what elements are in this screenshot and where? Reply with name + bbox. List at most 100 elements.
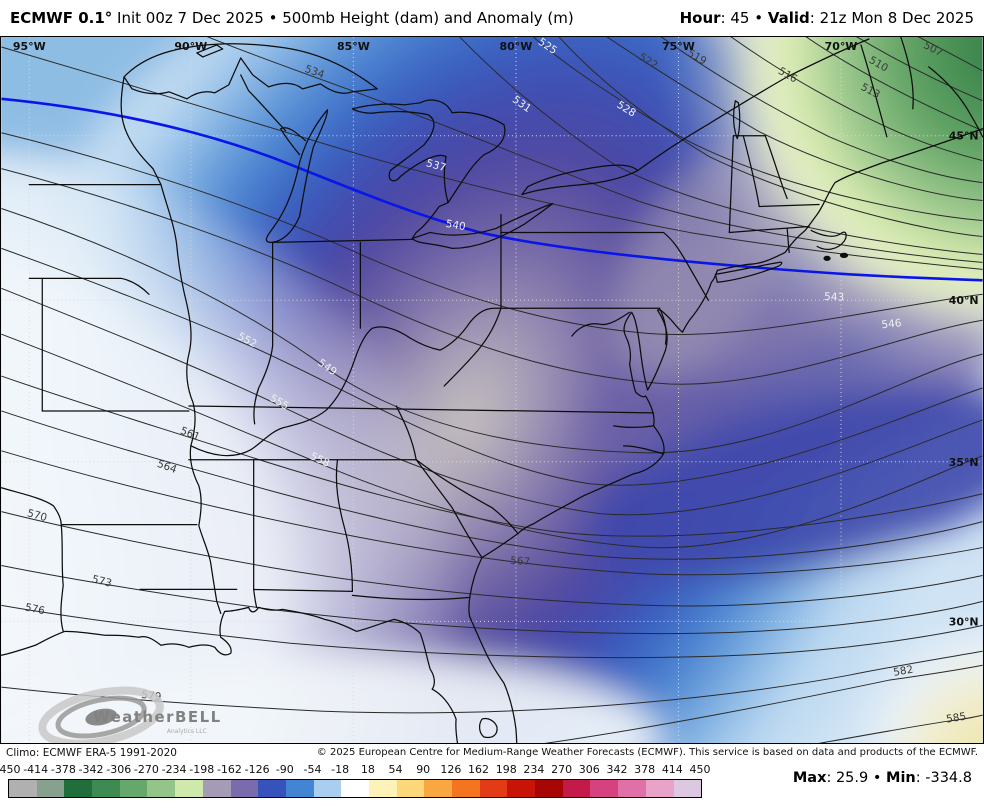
- weather-map: 507 510 513 516 519 522 525 528 531 534 537 540 543 5…: [0, 36, 984, 744]
- colorbar-cell: [368, 780, 397, 797]
- colorbar-cell: [202, 780, 231, 797]
- max-min-readout: Max: 25.9 • Min: -334.8: [793, 770, 972, 786]
- logo-subtext: Analytics LLC: [167, 728, 207, 735]
- height-contour: [1, 410, 983, 560]
- contour-label: 585: [945, 711, 967, 726]
- height-contour: [544, 664, 983, 743]
- height-contour: [1, 604, 983, 659]
- colorbar-tick-label: -378: [50, 763, 76, 776]
- climo-note: Climo: ECMWF ERA-5 1991-2020: [6, 747, 177, 759]
- height-contour: [856, 37, 983, 102]
- latitude-label: 45°N: [949, 130, 979, 143]
- colorbar-cell: [119, 780, 148, 797]
- longitude-label: 70°W: [825, 40, 858, 53]
- height-contour: [1, 247, 983, 486]
- colorbar-tick-label: -162: [216, 763, 242, 776]
- colorbar-tick-label: 162: [468, 763, 490, 776]
- height-contour: [818, 714, 983, 743]
- colorbar-cell: [507, 780, 536, 797]
- colorbar-tick-label: 54: [388, 763, 403, 776]
- colorbar-cell: [673, 780, 702, 797]
- colorbar-tick-label: -450: [0, 763, 21, 776]
- height-contour: [206, 37, 983, 263]
- colorbar-cell: [285, 780, 314, 797]
- map-title: ECMWF 0.1° Init 00z 7 Dec 2025 • 500mb H…: [10, 9, 574, 27]
- height-contour: [1, 168, 983, 385]
- colorbar-tick-label: 306: [578, 763, 600, 776]
- max-label: Max: [792, 770, 827, 786]
- anomaly-shading-layer: [1, 37, 983, 743]
- colorbar-cell: [452, 780, 480, 797]
- colorbar-cell: [562, 780, 591, 797]
- colorbar-cell: [341, 780, 369, 797]
- valid-value: : 21z Mon 8 Dec 2025: [809, 9, 974, 27]
- model-name: ECMWF 0.1°: [10, 9, 113, 27]
- colorbar-tick-label: 450: [689, 763, 711, 776]
- colorbar-tick-label: -90: [275, 763, 294, 776]
- contour-label: 540: [445, 218, 467, 233]
- longitude-label: 90°W: [174, 40, 207, 53]
- height-contour: [1, 450, 983, 576]
- colorbar-tick-label: 414: [661, 763, 683, 776]
- colorbar-cell: [535, 780, 563, 797]
- footer-text-row: Climo: ECMWF ERA-5 1991-2020 © 2025 Euro…: [0, 745, 984, 763]
- colorbar-tick-label: -198: [189, 763, 215, 776]
- colorbar-tick-label: 234: [523, 763, 545, 776]
- hour-value: : 45 •: [720, 9, 768, 27]
- copyright-note: © 2025 European Centre for Medium-Range …: [316, 747, 978, 758]
- height-contour: [805, 37, 983, 132]
- colorbar-tick-label: -54: [303, 763, 322, 776]
- height-contour: [1, 287, 983, 516]
- colorbar-tick-label: 378: [634, 763, 656, 776]
- colorbar-tick-label: -234: [161, 763, 187, 776]
- valid-label: Valid: [767, 9, 810, 27]
- hour-label: Hour: [679, 9, 721, 27]
- latitude-label: 30°N: [949, 615, 979, 628]
- height-contour: [532, 37, 983, 221]
- colorbar-cell: [424, 780, 452, 797]
- geography-layer: [1, 37, 983, 743]
- colorbar-cell: [479, 780, 508, 797]
- longitude-label: 95°W: [13, 40, 46, 53]
- logo-text: WeatherBELL: [93, 708, 222, 726]
- colorbar-cell: [313, 780, 342, 797]
- contour-label: 537: [425, 157, 448, 174]
- colorbar-tick-label: 90: [416, 763, 431, 776]
- height-contour: [1, 132, 983, 335]
- colorbar-cell: [258, 780, 286, 797]
- colorbar-cell: [36, 780, 65, 797]
- colorbar-tick-label: -18: [331, 763, 350, 776]
- height-contour: [1, 650, 983, 714]
- longitude-label: 80°W: [500, 40, 533, 53]
- colorbar-tick-label: 126: [440, 763, 462, 776]
- colorbar-tick-label: -342: [78, 763, 104, 776]
- valid-time: Hour: 45 • Valid: 21z Mon 8 Dec 2025: [680, 9, 974, 27]
- colorbar-tick-label: 270: [551, 763, 573, 776]
- min-label: Min: [886, 770, 916, 786]
- height-contour: [1, 46, 983, 270]
- latitude-label: 40°N: [949, 294, 979, 307]
- longitude-label: 75°W: [662, 40, 695, 53]
- colorbar-tick-label: -306: [106, 763, 132, 776]
- contour-label: 573: [91, 573, 113, 589]
- height-contour: [459, 37, 983, 255]
- colorbar-cell: [645, 780, 674, 797]
- contour-label: 546: [881, 317, 902, 331]
- colorbar-tick-label: -126: [244, 763, 270, 776]
- contour-label: 567: [510, 555, 531, 568]
- height-contour: [606, 37, 983, 202]
- colorbar-cell: [618, 780, 646, 797]
- graticule-layer: [1, 37, 983, 743]
- colorbar: -450-414-378-342-306-270-234-198-162-126…: [0, 762, 984, 802]
- height-contour: [917, 37, 983, 72]
- height-contour: [1, 511, 983, 607]
- colorbar-gradient: [8, 779, 702, 798]
- height-contour: [1, 375, 983, 537]
- colorbar-cell: [92, 780, 120, 797]
- colorbar-cell: [590, 780, 619, 797]
- colorbar-tick-label: 198: [495, 763, 517, 776]
- max-value: : 25.9 •: [826, 770, 887, 786]
- contour-label: 570: [26, 507, 48, 524]
- colorbar-tick-label: -414: [23, 763, 49, 776]
